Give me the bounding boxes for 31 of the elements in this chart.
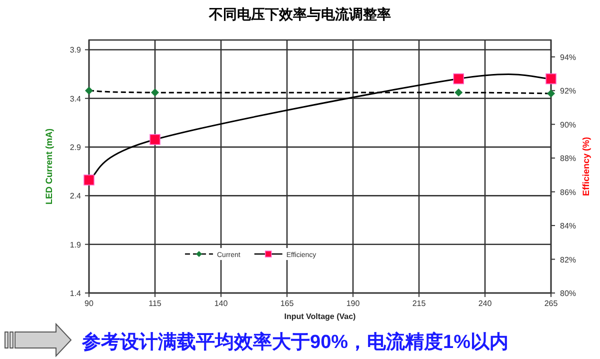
y2-tick-label: 88% <box>560 154 576 164</box>
x-tick-label: 190 <box>346 299 360 308</box>
y-tick-label: 1.4 <box>70 289 82 298</box>
y2-tick-label: 84% <box>560 222 576 231</box>
y2-tick-label: 86% <box>560 188 576 197</box>
x-tick-label: 90 <box>84 299 94 308</box>
point <box>546 73 556 84</box>
y2-tick-label: 82% <box>560 255 576 264</box>
y-tick-label: 1.9 <box>70 240 82 250</box>
y-axis-title: LED Current (mA) <box>44 128 54 204</box>
x-tick-label: 240 <box>478 299 492 308</box>
y-tick-label: 2.4 <box>70 192 82 201</box>
x-tick-label: 265 <box>544 299 558 308</box>
point <box>453 73 464 84</box>
y2-axis-title: Efficiency (%) <box>581 136 591 196</box>
point <box>150 134 160 145</box>
x-tick-label: 165 <box>280 299 294 308</box>
y2-tick-label: 90% <box>560 120 576 130</box>
x-axis-title: Input Voltage (Vac) <box>284 312 356 321</box>
y2-tick-label: 94% <box>560 52 576 62</box>
y-tick-label: 3.9 <box>70 46 82 55</box>
y2-tick-label: 80% <box>560 289 576 298</box>
x-tick-label: 115 <box>148 299 162 308</box>
y2-tick-label: 92% <box>560 86 576 96</box>
y-tick-label: 3.4 <box>70 94 82 104</box>
chart-title: 不同电压下效率与电流调整率 <box>208 6 391 22</box>
x-tick-label: 215 <box>412 299 426 308</box>
text: 参考设计满载平均效率大于90%，电流精度1%以内 <box>81 331 508 353</box>
y-tick-label: 2.9 <box>70 143 82 152</box>
x-tick-label: 140 <box>214 299 228 308</box>
point <box>84 174 94 186</box>
